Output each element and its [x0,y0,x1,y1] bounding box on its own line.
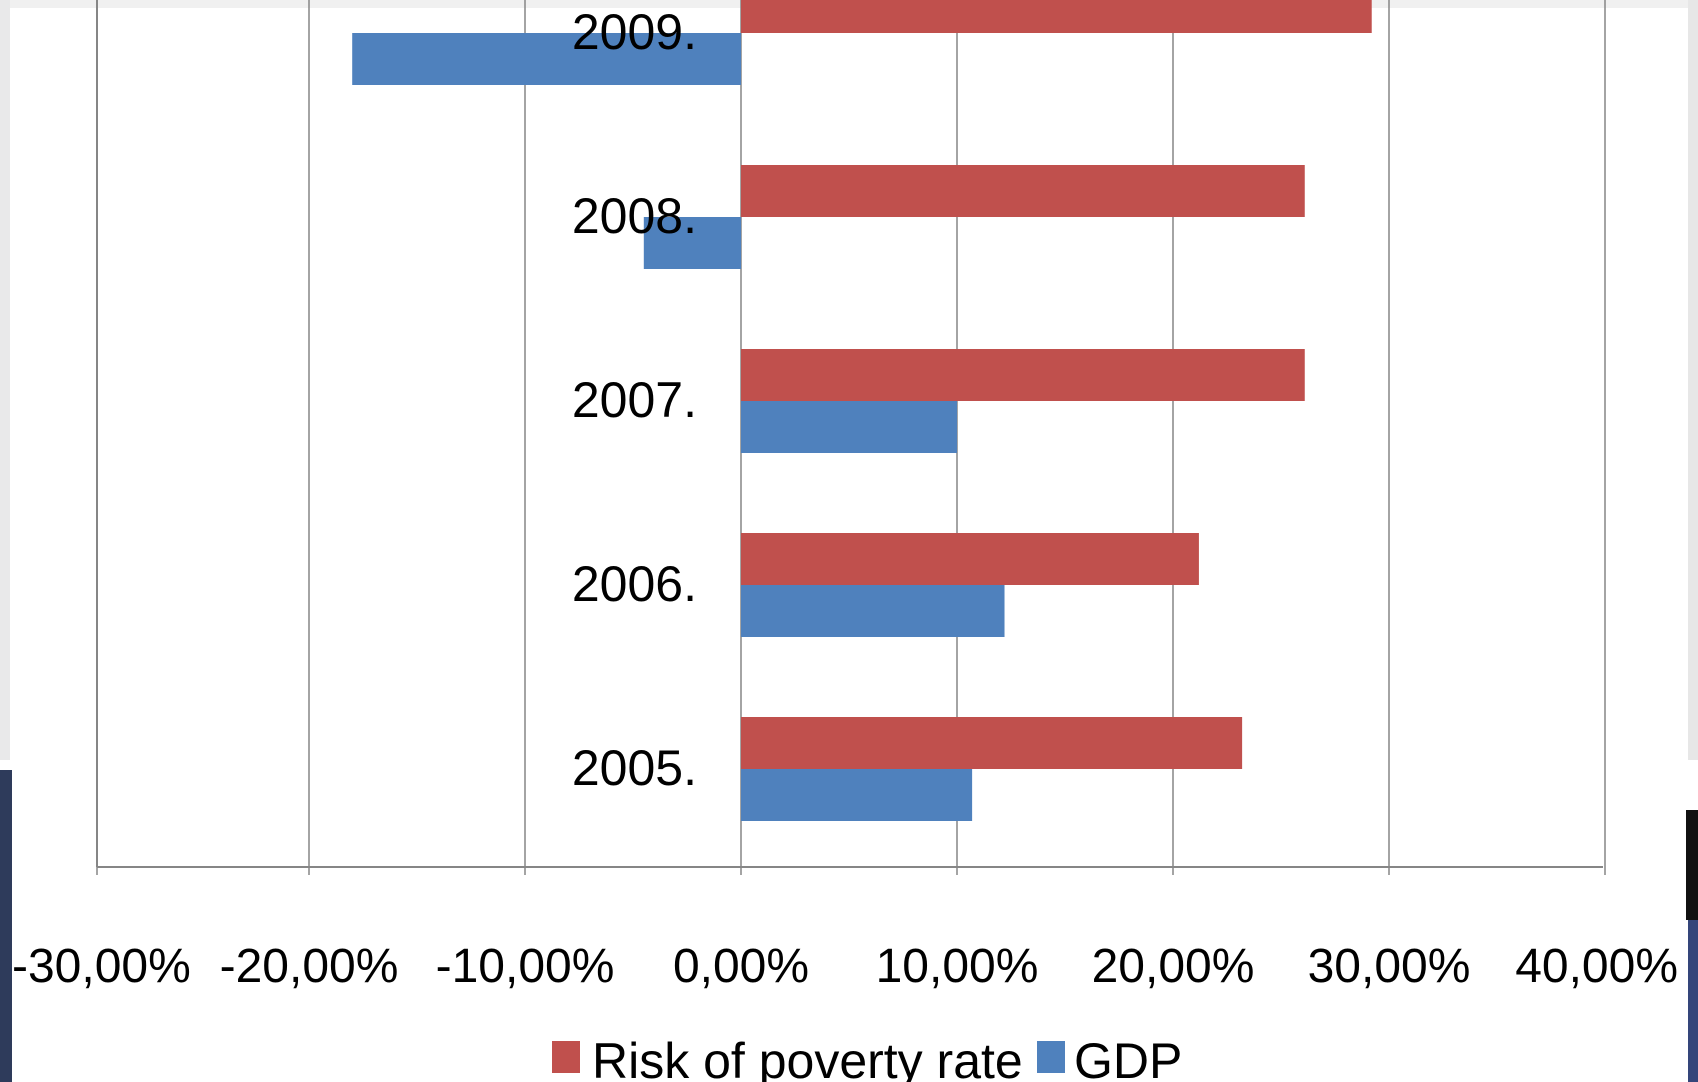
slide-right-navy-edge [1688,920,1698,1082]
bars [352,0,1372,821]
x-tick-label: 20,00% [1092,940,1255,993]
x-tick-label: 0,00% [673,940,809,993]
x-tick-label: -20,00% [220,940,399,993]
legend-label: Risk of poverty rate [592,1033,1023,1082]
bar-gdp-2009 [352,33,741,85]
category-label: 2005. [572,740,697,796]
bar-gdp-2006 [741,585,1005,637]
legend-label: GDP [1074,1033,1182,1082]
bar-risk-of-poverty-rate-2007 [741,349,1305,401]
slide-left-edge [0,0,10,760]
bar-gdp-2008 [643,217,741,269]
bar-risk-of-poverty-rate-2005 [741,717,1243,769]
bar-risk-of-poverty-rate-2009 [741,0,1372,33]
x-tick-label: -10,00% [436,940,615,993]
x-tick-label: -30,00% [12,940,191,993]
slide-left-navy-edge [0,770,12,1082]
legend-swatch [552,1041,580,1073]
bar-gdp-2005 [741,769,973,821]
legend: Risk of poverty rate GDP [552,1033,1182,1082]
x-axis [96,0,1606,875]
legend-swatch [1037,1041,1065,1073]
slide-right-edge [1688,0,1698,760]
category-label: 2008. [572,188,697,244]
bar-risk-of-poverty-rate-2006 [741,533,1199,585]
x-tick-labels: -30,00% -20,00% -10,00% 0,00% 10,00% 20,00% 30… [12,940,1678,993]
category-label: 2007. [572,372,697,428]
x-tick-label: 40,00% [1515,940,1678,993]
x-tick-label: 10,00% [876,940,1039,993]
slide-right-dark-edge [1686,810,1698,920]
bar-gdp-2007 [741,401,957,453]
category-label: 2009. [572,4,697,60]
x-tick-label: 30,00% [1308,940,1471,993]
category-label: 2006. [572,556,697,612]
bar-risk-of-poverty-rate-2008 [741,165,1305,217]
category-labels: 2005. 2006. 2007. 2008. 2009. [572,4,697,796]
